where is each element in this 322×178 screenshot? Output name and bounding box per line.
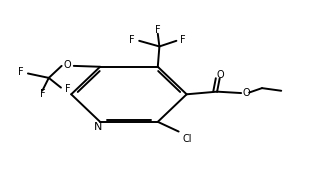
Text: F: F — [129, 35, 135, 45]
Text: F: F — [18, 67, 24, 77]
Text: O: O — [242, 88, 250, 98]
Text: O: O — [63, 60, 71, 70]
Text: N: N — [94, 122, 103, 132]
Text: F: F — [40, 90, 45, 100]
Text: Cl: Cl — [183, 134, 192, 144]
Text: O: O — [216, 70, 224, 80]
Text: F: F — [180, 35, 185, 45]
Text: F: F — [65, 84, 71, 94]
Text: F: F — [155, 25, 161, 35]
